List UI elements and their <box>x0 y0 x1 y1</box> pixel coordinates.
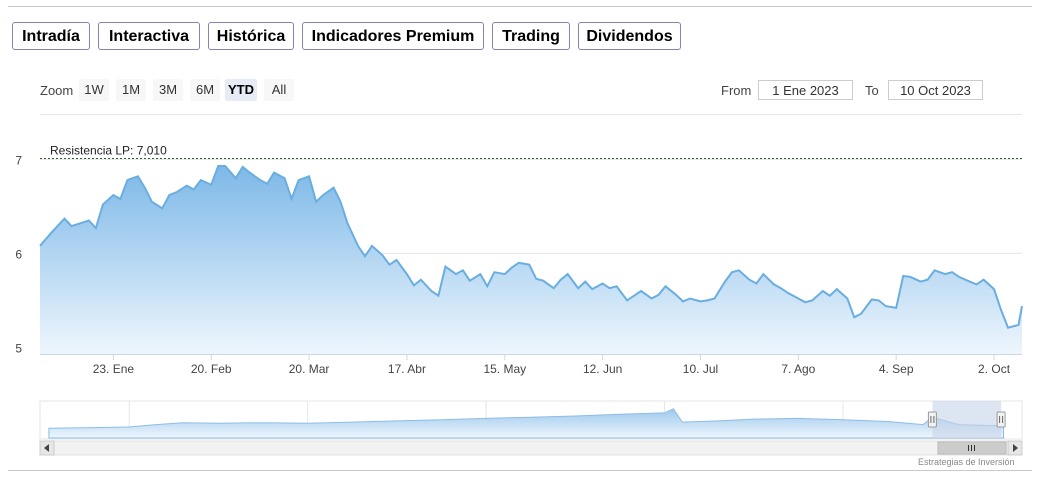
navigator-selection[interactable] <box>932 401 1002 439</box>
tab-trading[interactable]: Trading <box>492 22 570 50</box>
x-tick-label: 20. Mar <box>289 362 330 376</box>
from-date-input[interactable]: 1 Ene 2023 <box>758 80 853 100</box>
x-tick-label: 15. May <box>483 362 526 376</box>
top-divider <box>8 6 1032 7</box>
x-tick-label: 10. Jul <box>683 362 718 376</box>
tab-historica[interactable]: Histórica <box>208 22 294 50</box>
x-axis: 23. Ene 20. Feb 20. Mar 17. Abr 15. May 12. J… <box>93 354 1011 376</box>
zoom-label: Zoom <box>40 83 74 98</box>
scroll-right-icon <box>1013 444 1018 452</box>
y-tick-label: 5 <box>15 341 22 355</box>
tab-dividendos[interactable]: Dividendos <box>578 22 681 50</box>
zoom-3m-button[interactable]: 3M <box>153 79 183 101</box>
chart-credit: Estrategias de Inversión <box>918 457 1015 467</box>
price-line <box>39 165 1023 329</box>
price-area <box>40 166 1022 354</box>
tab-interactiva[interactable]: Interactiva <box>98 22 200 50</box>
handle-body[interactable] <box>927 411 937 428</box>
tab-indicadores-premium[interactable]: Indicadores Premium <box>302 22 484 50</box>
y-tick-label: 6 <box>15 247 22 261</box>
x-tick-label: 20. Feb <box>191 362 232 376</box>
navigator-scrollbar[interactable] <box>39 440 1023 456</box>
tab-intradia[interactable]: Intradía <box>12 22 90 50</box>
zoom-1m-button[interactable]: 1M <box>116 79 146 101</box>
x-tick-label: 12. Jun <box>583 362 622 376</box>
to-date-input[interactable]: 10 Oct 2023 <box>888 80 983 100</box>
zoom-1w-button[interactable]: 1W <box>79 79 109 101</box>
y-tick-label: 7 <box>15 153 22 167</box>
y-axis: 5 6 7 <box>15 153 22 355</box>
zoom-all-button[interactable]: All <box>264 79 294 101</box>
x-tick-label: 2. Oct <box>978 362 1011 376</box>
navigator-handle-left[interactable] <box>927 411 937 428</box>
x-tick-label: 17. Abr <box>388 362 426 376</box>
zoom-6m-button[interactable]: 6M <box>190 79 220 101</box>
bottom-divider <box>8 470 1032 471</box>
x-tick-label: 4. Sep <box>879 362 914 376</box>
toolbar-divider <box>40 114 1022 115</box>
resistance-label: Resistencia LP: 7,010 <box>50 143 167 157</box>
scrollbar-grip-icon <box>968 445 975 451</box>
handle-body[interactable] <box>996 411 1006 428</box>
zoom-ytd-button[interactable]: YTD <box>225 79 257 101</box>
to-label: To <box>865 83 879 98</box>
x-tick-label: 7. Ago <box>781 362 815 376</box>
from-label: From <box>721 83 752 98</box>
navigator-handle-right[interactable] <box>996 411 1006 428</box>
navigator[interactable]: 20142016201820202022 <box>39 400 1023 440</box>
scroll-left-icon <box>44 444 49 452</box>
x-tick-label: 23. Ene <box>93 362 135 376</box>
